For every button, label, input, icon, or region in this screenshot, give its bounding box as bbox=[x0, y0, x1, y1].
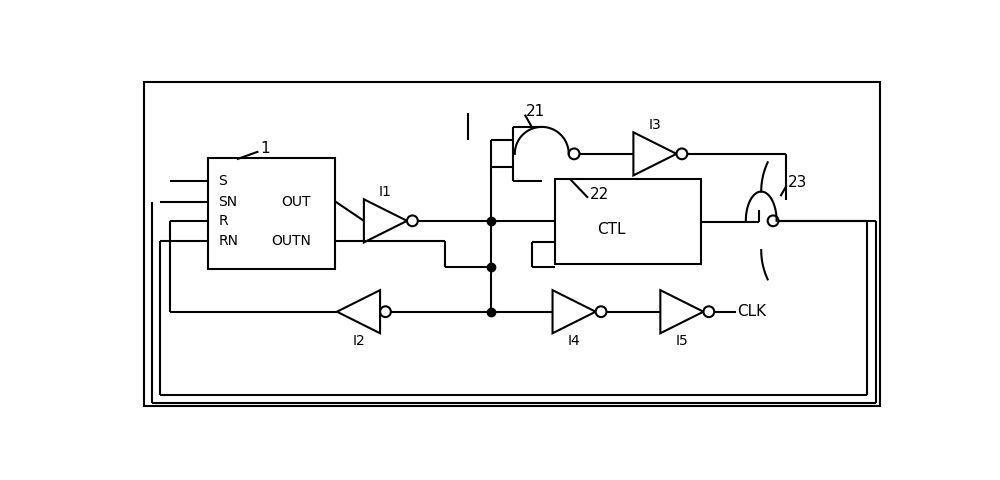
Bar bbox=[555, 179, 701, 264]
Text: RN: RN bbox=[218, 234, 238, 248]
Bar bbox=[144, 82, 880, 406]
Text: I1: I1 bbox=[379, 185, 392, 199]
Text: I4: I4 bbox=[568, 334, 580, 348]
Bar bbox=[208, 158, 335, 269]
Text: R: R bbox=[218, 214, 228, 228]
Text: CLK: CLK bbox=[737, 304, 766, 319]
Text: I2: I2 bbox=[352, 334, 365, 348]
Text: S: S bbox=[218, 174, 227, 188]
Text: 1: 1 bbox=[260, 141, 270, 156]
Text: 23: 23 bbox=[788, 175, 808, 190]
Text: I5: I5 bbox=[676, 334, 688, 348]
Text: OUT: OUT bbox=[282, 194, 311, 209]
Text: SN: SN bbox=[218, 194, 237, 209]
Text: CTL: CTL bbox=[597, 222, 626, 237]
Text: 21: 21 bbox=[526, 104, 546, 119]
Text: OUTN: OUTN bbox=[271, 234, 311, 248]
Text: 22: 22 bbox=[590, 187, 609, 202]
Text: I3: I3 bbox=[649, 118, 661, 132]
